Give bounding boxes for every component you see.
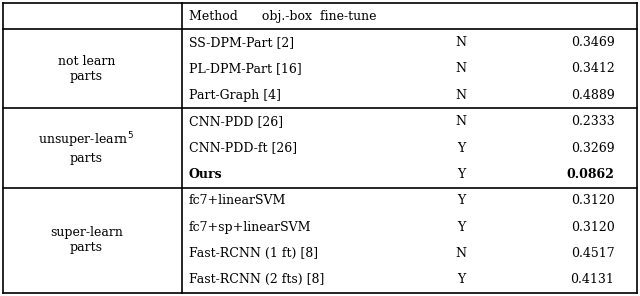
Text: Y: Y: [457, 141, 465, 155]
Text: Method      obj.-box  fine-tune: Method obj.-box fine-tune: [189, 10, 376, 23]
Text: N: N: [455, 62, 467, 75]
Text: N: N: [455, 89, 467, 102]
Text: Y: Y: [457, 273, 465, 286]
Text: N: N: [455, 36, 467, 49]
Text: Ours: Ours: [189, 168, 223, 181]
Text: 0.3469: 0.3469: [571, 36, 614, 49]
Text: 0.3269: 0.3269: [571, 141, 614, 155]
Text: Fast-RCNN (1 ft) [8]: Fast-RCNN (1 ft) [8]: [189, 247, 318, 260]
Text: N: N: [455, 115, 467, 128]
Text: 0.0862: 0.0862: [566, 168, 614, 181]
Text: 0.4889: 0.4889: [571, 89, 614, 102]
Text: fc7+linearSVM: fc7+linearSVM: [189, 194, 286, 207]
Text: 0.3412: 0.3412: [571, 62, 614, 75]
Text: fc7+sp+linearSVM: fc7+sp+linearSVM: [189, 221, 311, 234]
Text: Y: Y: [457, 221, 465, 234]
Text: N: N: [455, 247, 467, 260]
Text: CNN-PDD-ft [26]: CNN-PDD-ft [26]: [189, 141, 297, 155]
Text: Y: Y: [457, 168, 465, 181]
Text: Y: Y: [457, 194, 465, 207]
Text: 0.2333: 0.2333: [571, 115, 614, 128]
Text: Fast-RCNN (2 fts) [8]: Fast-RCNN (2 fts) [8]: [189, 273, 324, 286]
Text: SS-DPM-Part [2]: SS-DPM-Part [2]: [189, 36, 294, 49]
Text: CNN-PDD [26]: CNN-PDD [26]: [189, 115, 283, 128]
Text: 0.4131: 0.4131: [570, 273, 614, 286]
Text: 0.3120: 0.3120: [571, 221, 614, 234]
Text: 0.3120: 0.3120: [571, 194, 614, 207]
Text: 0.4517: 0.4517: [571, 247, 614, 260]
Text: PL-DPM-Part [16]: PL-DPM-Part [16]: [189, 62, 301, 75]
Text: Part-Graph [4]: Part-Graph [4]: [189, 89, 281, 102]
Text: unsuper-learn$^5$
parts: unsuper-learn$^5$ parts: [38, 131, 134, 165]
Text: not learn
parts: not learn parts: [58, 55, 115, 83]
Text: super-learn
parts: super-learn parts: [50, 226, 123, 254]
